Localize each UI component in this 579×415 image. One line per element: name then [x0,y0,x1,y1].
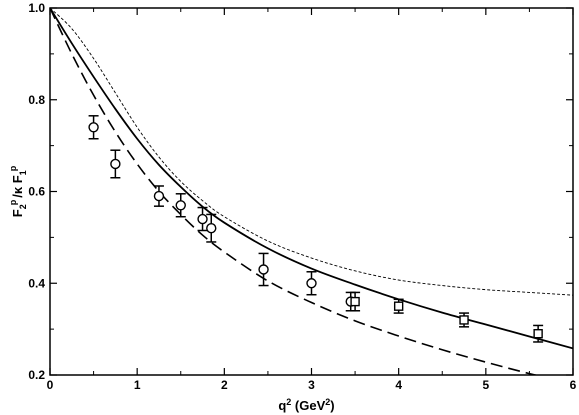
circle-marker [197,213,208,225]
x-tick-label: 2 [221,378,228,392]
data-point-circle [175,193,186,218]
data-point-circle [88,115,99,140]
square-marker [533,329,543,339]
y-axis-title-sub1: 1 [18,170,28,175]
circle-marker [258,264,269,275]
ticks-layer [49,7,574,376]
data-point-circle [258,252,269,287]
square-marker [393,301,404,311]
x-tick-label: 4 [395,378,402,392]
y-tick-label: 0.8 [28,93,45,107]
y-tick-label: 0.4 [28,276,45,290]
y-axis-title-supP: p [8,199,18,205]
y-axis-title-supP2: p [8,165,18,171]
square-marker [350,296,360,307]
x-axis-title-q: q [278,398,286,413]
circle-marker [110,158,121,170]
data-point-square [350,291,361,312]
tick-labels-layer: 0 1 2 3 4 5 6 0.2 0.4 0.6 0.8 1.0 [28,1,576,392]
data-point-circle [206,213,217,243]
curves-layer [50,8,573,375]
y-axis-title-kappa: /κ F [10,175,25,197]
circle-marker [88,122,99,133]
x-tick-label: 3 [308,378,315,392]
x-tick-label: 6 [570,378,577,392]
x-axis-title-q-sup: 2 [286,397,291,407]
y-axis-title: F2p/κ F1p [8,165,28,217]
x-tick-label: 1 [134,378,141,392]
y-tick-label: 0.2 [28,368,45,382]
x-tick-label: 0 [47,378,54,392]
x-axis-title: q2 (GeV2) [278,397,334,413]
circle-marker [153,190,165,202]
circle-marker [175,200,186,211]
curve-dotted [50,8,573,296]
circle-marker [206,222,217,234]
data-point-square [393,298,404,314]
x-axis-title-unit-close: ) [330,398,334,413]
y-axis-title-F: F [10,209,25,217]
x-axis-title-unit-sup: 2 [325,397,330,407]
curve-dashed [50,8,539,375]
data-points-layer [88,115,544,343]
data-point-circle [306,271,317,296]
data-point-square [459,312,470,328]
y-tick-label: 1.0 [28,1,45,15]
data-point-circle [110,149,121,179]
plot-frame [49,7,574,376]
y-tick-label: 0.6 [28,185,45,199]
x-axis-title-unit-open: (GeV [291,398,325,413]
y-axis-title-sub2: 2 [18,204,28,209]
x-tick-label: 5 [482,378,489,392]
data-point-circle [197,206,208,232]
data-point-square [533,324,544,343]
curve-solid [50,8,573,350]
circle-marker [306,278,317,289]
data-point-circle [153,185,165,207]
square-marker [459,315,469,325]
